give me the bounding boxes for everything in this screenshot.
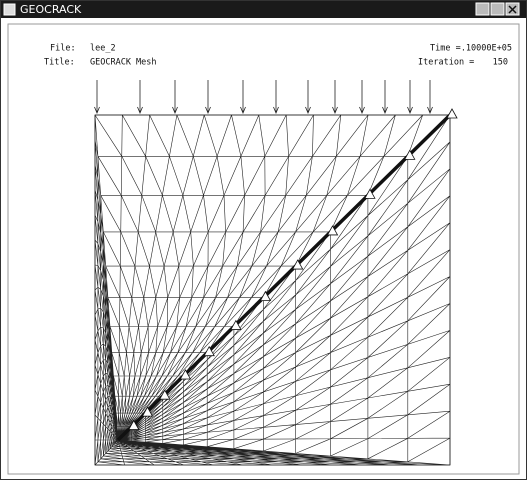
load-arrow: [305, 80, 311, 115]
load-arrow: [332, 80, 338, 115]
load-arrow: [137, 80, 143, 115]
maximize-button[interactable]: [490, 2, 505, 16]
file-label: File:: [50, 44, 76, 54]
crack-node-marker: [446, 108, 458, 119]
load-arrow: [359, 80, 365, 115]
file-name: lee_2: [90, 44, 116, 54]
close-icon: [508, 5, 517, 14]
title-label: Title:: [44, 58, 75, 68]
iteration-value: 150: [493, 58, 508, 68]
load-arrow: [382, 80, 388, 115]
load-arrow: [240, 80, 246, 115]
window-title: GEOCRACK: [20, 3, 82, 16]
crack-node-marker: [179, 369, 192, 380]
crack-node-marker: [326, 225, 339, 236]
crack-node-marker: [230, 319, 242, 330]
crack-node-marker: [141, 406, 154, 417]
load-arrow: [172, 80, 178, 115]
crack-node-marker: [128, 419, 140, 430]
crack-node-marker: [159, 389, 171, 400]
mesh-boundary: [94, 114, 451, 466]
crack-node-marker: [292, 259, 304, 270]
title-bar: [1, 1, 526, 18]
load-arrow: [427, 80, 433, 115]
mesh: [94, 80, 458, 466]
load-arrow: [205, 80, 211, 115]
mesh-title: GEOCRACK Mesh: [90, 58, 157, 68]
load-arrow: [273, 80, 279, 115]
load-arrow: [94, 80, 100, 115]
app-icon: [3, 3, 16, 16]
crack-node-marker: [203, 345, 215, 357]
crack-node-marker: [364, 188, 376, 199]
minimize-button[interactable]: [475, 2, 490, 16]
iteration-label: Iteration =: [418, 58, 474, 68]
time-label: Time =: [430, 44, 461, 54]
load-arrow: [407, 80, 413, 115]
time-value: .10000E+05: [461, 44, 512, 54]
canvas-border: [7, 23, 520, 475]
crack-node-marker: [259, 290, 272, 302]
crack: [116, 113, 452, 442]
crack-node-marker: [404, 149, 416, 160]
